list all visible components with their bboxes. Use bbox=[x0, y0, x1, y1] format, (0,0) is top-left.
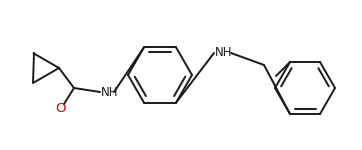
Text: NH: NH bbox=[101, 87, 118, 99]
Text: O: O bbox=[56, 102, 66, 116]
Text: NH: NH bbox=[215, 45, 232, 58]
